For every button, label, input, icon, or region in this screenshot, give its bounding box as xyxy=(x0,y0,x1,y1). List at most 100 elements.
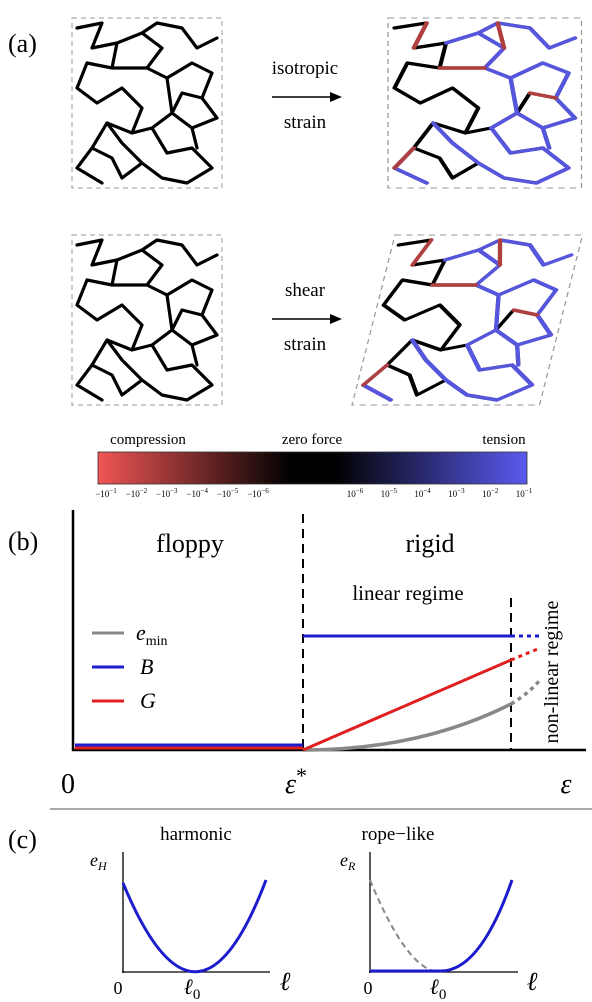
x-tick-label: ℓ0 xyxy=(430,974,447,1002)
legend-label: G xyxy=(140,688,156,713)
colorbar-tick-label: −10−2 xyxy=(126,487,148,499)
colorbar-tick-label: −10−3 xyxy=(156,487,178,499)
tick-exponent: −2 xyxy=(140,487,148,495)
region-label: non-linear regime xyxy=(541,601,563,744)
colorbar xyxy=(97,451,528,485)
energy-curve xyxy=(121,879,268,974)
box xyxy=(387,17,583,189)
tick-base: 10 xyxy=(448,489,458,499)
x-axis-label: ℓ xyxy=(527,967,538,996)
subplot-title: rope−like xyxy=(362,824,435,845)
tick-base: 10 xyxy=(516,489,526,499)
arrow-head xyxy=(330,92,342,102)
arrow-label: shear xyxy=(285,280,326,301)
symbol: ℓ xyxy=(430,974,440,999)
curve-g-extension xyxy=(510,646,541,662)
subscript: min xyxy=(146,634,168,649)
tick-base: 10 xyxy=(414,489,424,499)
subscript: 0 xyxy=(439,987,447,1002)
panel-label: (b) xyxy=(8,527,38,556)
legend-label: emin xyxy=(136,620,168,649)
network xyxy=(75,21,219,185)
panel-label: (c) xyxy=(8,825,37,854)
box xyxy=(71,17,223,189)
box xyxy=(351,234,584,406)
network-shear xyxy=(351,234,584,406)
subplot-title: harmonic xyxy=(160,824,232,845)
tick-base: −10 xyxy=(95,489,110,499)
panel-label: (a) xyxy=(8,29,37,58)
tick-base: 10 xyxy=(381,489,391,499)
tick-exponent: −5 xyxy=(390,487,398,495)
network-isotropic xyxy=(387,17,583,189)
region-label: linear regime xyxy=(352,581,463,605)
x-axis-label: ℓ xyxy=(280,967,291,996)
tick-base: −10 xyxy=(247,489,262,499)
x-axis-label: ε xyxy=(560,769,571,800)
x-tick-label: 0 xyxy=(114,978,123,998)
tick-exponent: −2 xyxy=(491,487,499,495)
tick-exponent: −6 xyxy=(356,487,364,495)
subscript: R xyxy=(347,859,356,873)
network-initial xyxy=(71,17,223,189)
tick-exponent: −5 xyxy=(231,487,239,495)
tick-base: −10 xyxy=(186,489,201,499)
region-label: rigid xyxy=(405,529,454,558)
tick-exponent: −3 xyxy=(170,487,178,495)
symbol: ε xyxy=(285,769,296,800)
tension-bonds xyxy=(360,240,575,400)
subscript: 0 xyxy=(193,987,201,1002)
arrow-head xyxy=(330,314,342,324)
energy-curve xyxy=(370,879,514,973)
superscript: * xyxy=(296,763,307,788)
curve-emin xyxy=(302,702,512,752)
colorbar-tick-label: 10−2 xyxy=(482,487,499,499)
subscript: H xyxy=(97,859,108,873)
network xyxy=(75,238,219,402)
x-tick-label: 0 xyxy=(61,769,75,800)
y-axis-label: eH xyxy=(90,850,108,873)
arrow-label: isotropic xyxy=(272,58,339,79)
network-initial xyxy=(71,234,223,406)
symbol: e xyxy=(90,850,98,870)
reference-curve xyxy=(369,879,441,973)
tick-base: −10 xyxy=(156,489,171,499)
colorbar-tick-label: 10−1 xyxy=(516,487,533,499)
arrow-label: strain xyxy=(284,334,327,355)
colorbar-tick-label: −10−6 xyxy=(247,487,269,499)
tick-exponent: −1 xyxy=(525,487,533,495)
colorbar-label: zero force xyxy=(282,432,343,448)
tick-base: 10 xyxy=(482,489,492,499)
tick-exponent: −1 xyxy=(109,487,117,495)
colorbar-label: tension xyxy=(482,432,526,448)
box xyxy=(71,234,223,406)
tick-base: −10 xyxy=(126,489,141,499)
y-axis-label: eR xyxy=(340,850,356,873)
colorbar-tick-label: 10−6 xyxy=(347,487,364,499)
colorbar-ticks: −10−1 −10−2 −10−3 −10−4 −10−5 −10−6 10−6 10−5 10… xyxy=(95,487,532,499)
curve-g xyxy=(302,658,512,752)
colorbar-tick-label: −10−5 xyxy=(217,487,239,499)
arrow-label: strain xyxy=(284,112,327,133)
symbol: e xyxy=(340,850,348,870)
curve-emin-extension xyxy=(510,678,542,706)
x-tick-label: ℓ0 xyxy=(184,974,201,1002)
tick-exponent: −4 xyxy=(201,487,209,495)
legend-label: B xyxy=(140,654,153,679)
tick-exponent: −6 xyxy=(261,487,269,495)
tick-base: 10 xyxy=(347,489,357,499)
colorbar-label: compression xyxy=(110,432,186,448)
tick-exponent: −4 xyxy=(423,487,431,495)
compression-bonds xyxy=(394,23,555,168)
symbol: e xyxy=(136,620,146,645)
tick-base: −10 xyxy=(217,489,232,499)
x-tick-label: 0 xyxy=(364,978,373,998)
region-label: floppy xyxy=(156,529,224,558)
tick-exponent: −3 xyxy=(457,487,465,495)
colorbar-tick-label: −10−4 xyxy=(186,487,208,499)
colorbar-tick-label: 10−4 xyxy=(414,487,431,499)
symbol: ℓ xyxy=(184,974,194,999)
colorbar-tick-label: −10−1 xyxy=(95,487,117,499)
colorbar-tick-label: 10−5 xyxy=(381,487,398,499)
